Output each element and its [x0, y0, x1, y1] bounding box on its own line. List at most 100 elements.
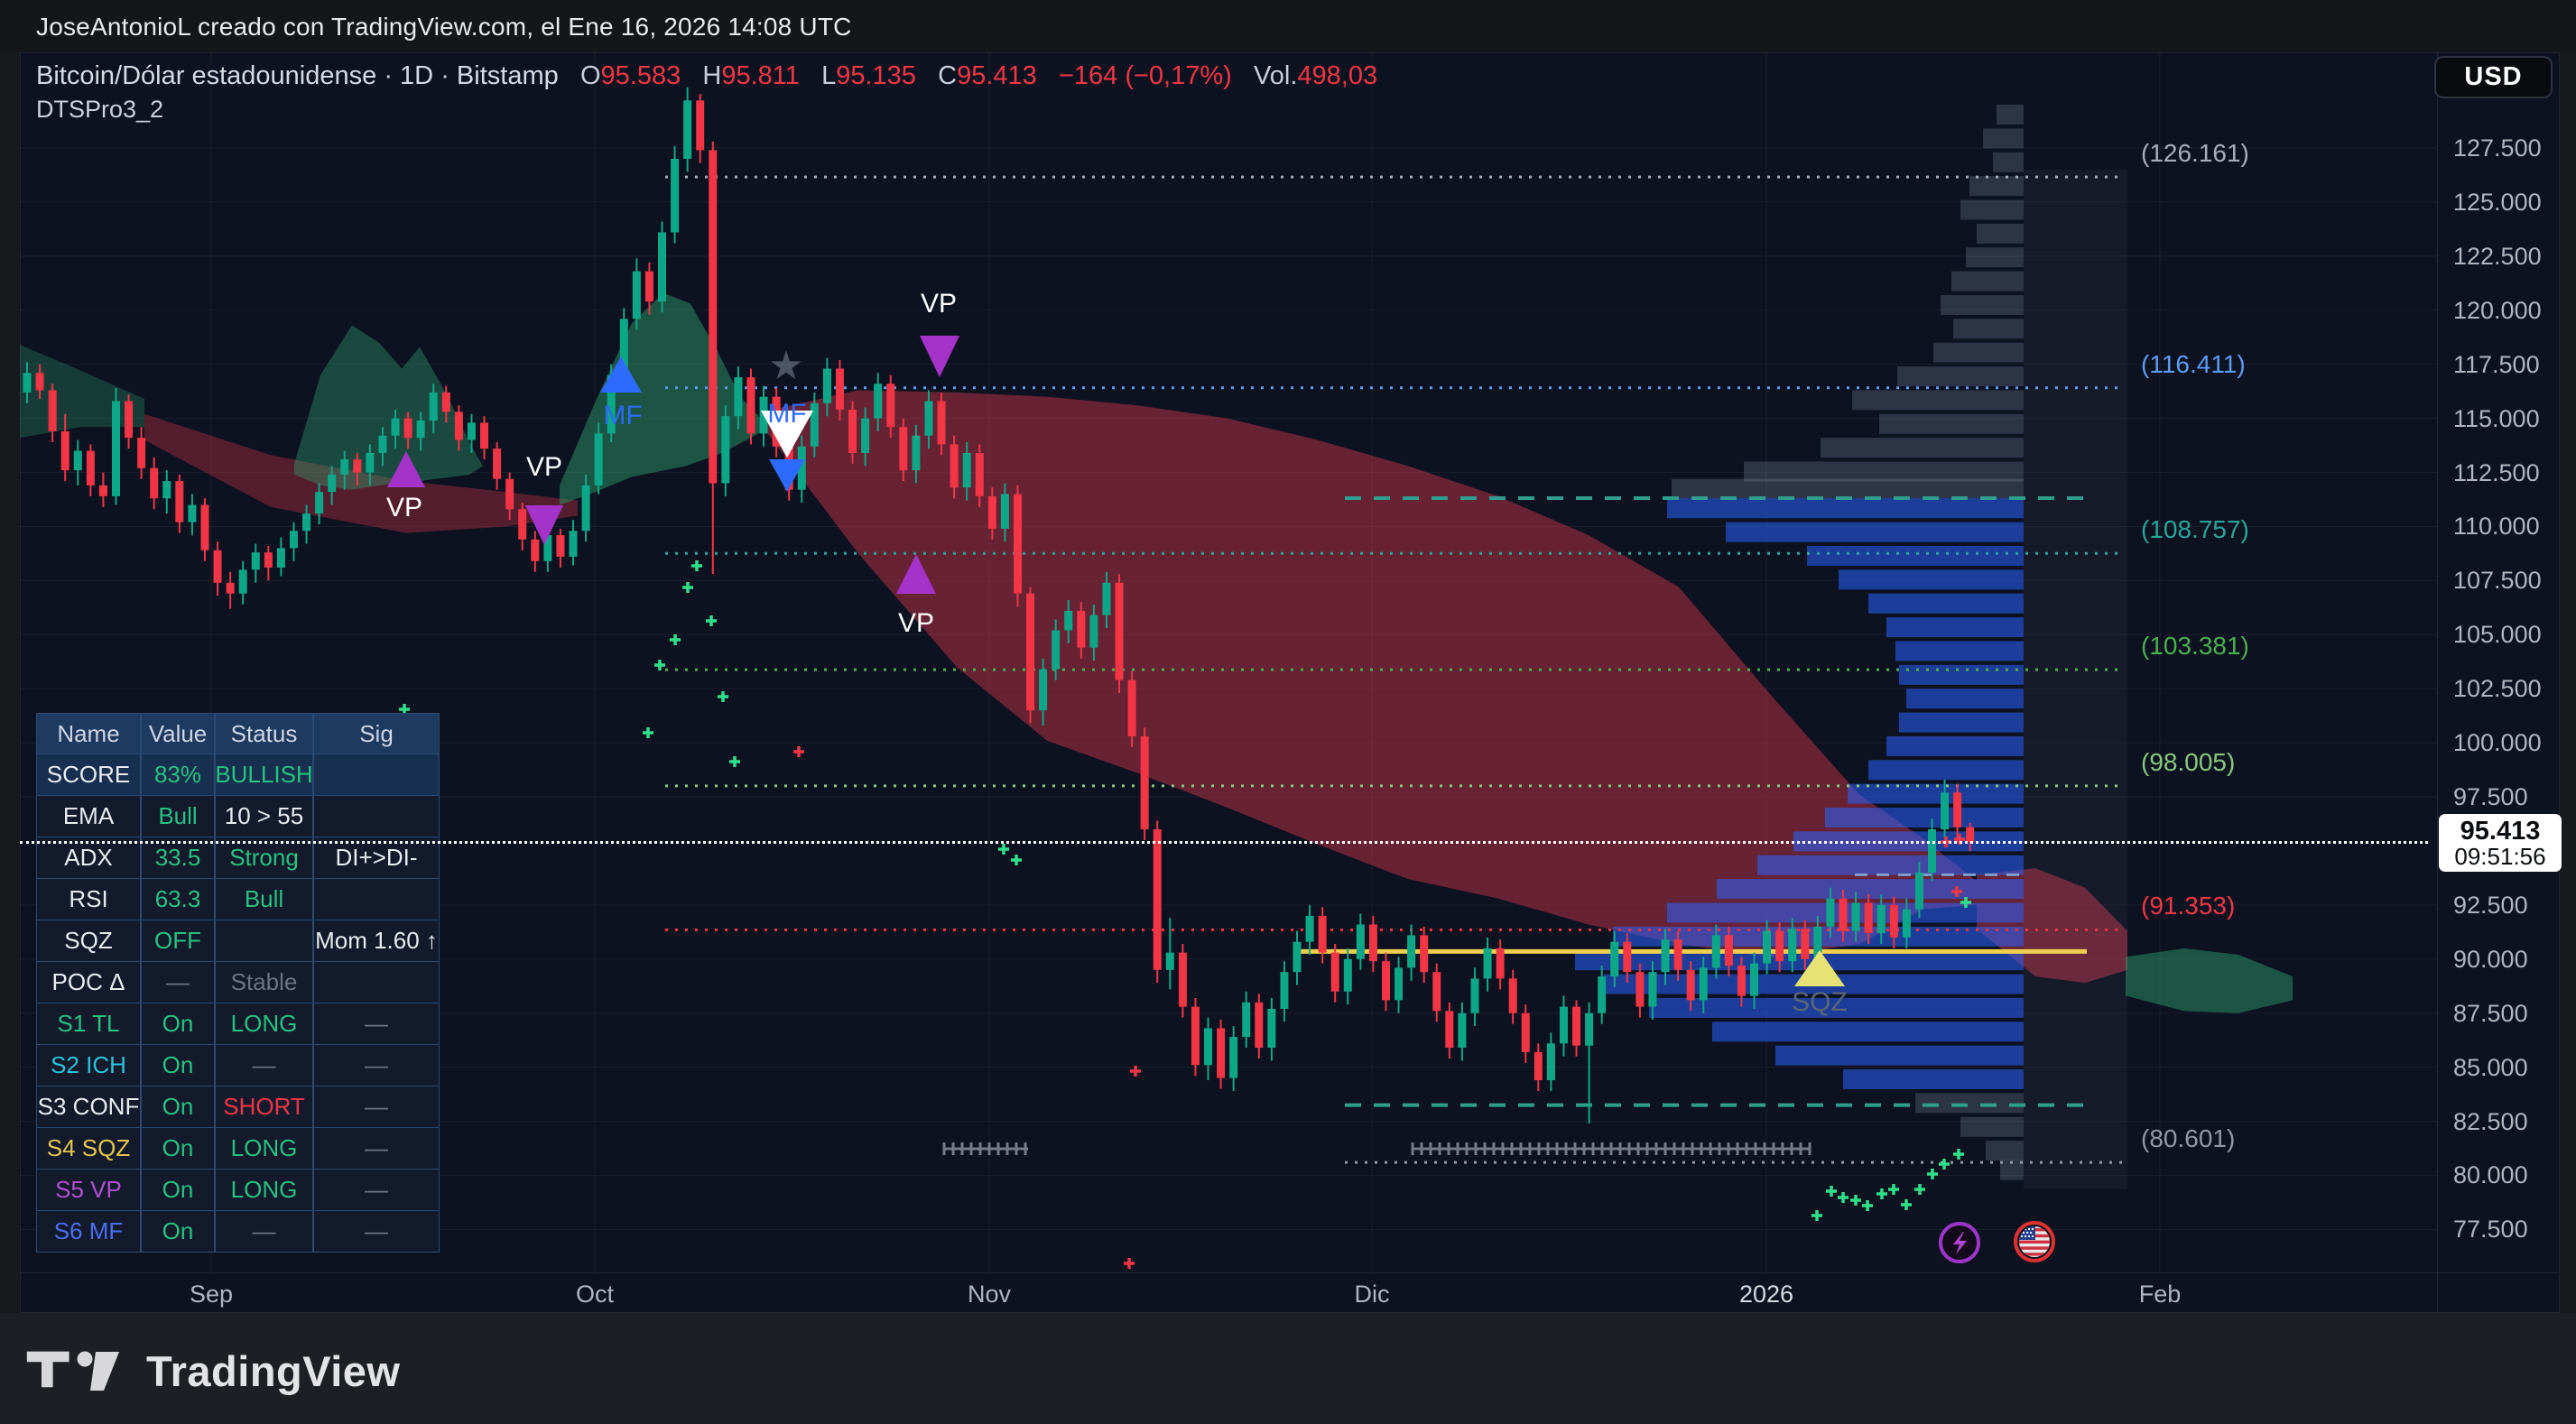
symbol-legend: Bitcoin/Dólar estadounidense · 1D · Bits…: [36, 61, 1377, 91]
table-cell: On: [141, 1128, 215, 1170]
table-row: S1 TL On LONG —: [36, 1003, 440, 1045]
time-axis-label[interactable]: 2026: [1738, 1281, 1794, 1308]
level-price-label: (80.601): [2141, 1124, 2236, 1153]
table-row: ADX 33.5 Strong DI+>DI-: [36, 837, 440, 879]
price-axis-label[interactable]: 80.000: [2453, 1161, 2528, 1189]
table-cell: BULLISH: [215, 754, 313, 796]
table-cell: LONG: [215, 1170, 313, 1211]
time-axis-separator: [20, 1272, 2560, 1273]
table-row: SQZ OFF Mom 1.60 ↑: [36, 920, 440, 962]
time-axis-label[interactable]: Dic: [1354, 1281, 1390, 1308]
tradingview-logo-text: TradingView: [146, 1347, 401, 1395]
level-price-label: (103.381): [2141, 632, 2249, 661]
level-price-label: (98.005): [2141, 747, 2236, 776]
high-label: H: [702, 61, 722, 90]
time-axis-label[interactable]: Sep: [189, 1281, 234, 1308]
level-price-label: (108.757): [2141, 515, 2249, 544]
interval-label[interactable]: 1D: [400, 61, 434, 90]
price-axis-label[interactable]: 90.000: [2453, 945, 2528, 973]
attribution-bar: JoseAntonioL creado con TradingView.com,…: [0, 0, 2576, 52]
price-axis-label[interactable]: 92.500: [2453, 891, 2528, 919]
table-cell: SQZ: [36, 920, 141, 962]
table-cell: —: [215, 1045, 313, 1086]
table-row: S4 SQZ On LONG —: [36, 1128, 440, 1170]
price-axis-label[interactable]: 87.500: [2453, 999, 2528, 1027]
table-cell: —: [313, 1170, 440, 1211]
table-cell: LONG: [215, 1003, 313, 1045]
current-price-line: [20, 841, 2428, 845]
flag-button[interactable]: [2012, 1219, 2057, 1264]
time-axis-label[interactable]: Nov: [967, 1281, 1011, 1308]
currency-toggle-button[interactable]: USD: [2434, 56, 2553, 98]
price-axis-label[interactable]: 77.500: [2453, 1216, 2528, 1244]
price-axis-separator: [2437, 52, 2438, 1313]
table-cell: POC Δ: [36, 962, 141, 1003]
price-axis-label[interactable]: 82.500: [2453, 1107, 2528, 1135]
indicator-legend[interactable]: DTSPro3_2: [36, 96, 164, 123]
table-cell: S4 SQZ: [36, 1128, 141, 1170]
table-header-cell: Sig: [313, 713, 440, 754]
table-cell: 33.5: [141, 837, 215, 879]
table-cell: S5 VP: [36, 1170, 141, 1211]
price-axis-label[interactable]: 97.500: [2453, 783, 2528, 811]
table-header-cell: Value: [141, 713, 215, 754]
table-cell: ADX: [36, 837, 141, 879]
open-value: 95.583: [600, 61, 681, 90]
price-axis-label[interactable]: 115.000: [2453, 404, 2540, 432]
table-cell: —: [313, 1045, 440, 1086]
price-axis-label[interactable]: 110.000: [2453, 513, 2540, 541]
table-cell: On: [141, 1170, 215, 1211]
table-cell: —: [215, 1211, 313, 1253]
us-flag-icon: [2019, 1226, 2050, 1257]
price-axis-label[interactable]: 107.500: [2453, 567, 2542, 595]
close-label: C: [938, 61, 958, 90]
table-cell: 63.3: [141, 879, 215, 920]
table-header-row: Name Value Status Sig: [36, 713, 440, 754]
legend-separator: ·: [384, 61, 393, 90]
table-cell: —: [141, 962, 215, 1003]
price-axis-label[interactable]: 127.500: [2453, 134, 2542, 162]
close-value: 95.413: [957, 61, 1037, 90]
table-cell: S6 MF: [36, 1211, 141, 1253]
price-axis-label[interactable]: 125.000: [2453, 188, 2542, 216]
table-row: EMA Bull 10 > 55: [36, 796, 440, 837]
table-row: S5 VP On LONG —: [36, 1170, 440, 1211]
price-axis-label[interactable]: 117.500: [2453, 350, 2540, 378]
symbol-title[interactable]: Bitcoin/Dólar estadounidense: [36, 61, 377, 90]
table-cell: Stable: [215, 962, 313, 1003]
volume-label: Vol.: [1254, 61, 1298, 90]
lightning-icon: [1953, 1232, 1967, 1254]
exchange-label[interactable]: Bitstamp: [456, 61, 559, 90]
level-price-label: (126.161): [2141, 139, 2249, 168]
table-cell: —: [313, 1003, 440, 1045]
price-axis-label[interactable]: 105.000: [2453, 621, 2542, 649]
bar-countdown: 09:51:56: [2454, 843, 2546, 871]
table-row: S2 ICH On — —: [36, 1045, 440, 1086]
table-row: POC Δ — Stable: [36, 962, 440, 1003]
low-value: 95.135: [836, 61, 916, 90]
table-cell: —: [313, 1086, 440, 1128]
price-axis-label[interactable]: 100.000: [2453, 729, 2542, 757]
level-price-label: (91.353): [2141, 892, 2236, 920]
price-axis-label[interactable]: 120.000: [2453, 296, 2542, 324]
table-row: S3 CONF On SHORT —: [36, 1086, 440, 1128]
table-cell: SCORE: [36, 754, 141, 796]
table-header-cell: Status: [215, 713, 313, 754]
attribution-text: JoseAntonioL creado con TradingView.com,…: [36, 13, 852, 41]
price-axis-label[interactable]: 85.000: [2453, 1053, 2528, 1081]
price-axis-label[interactable]: 112.500: [2453, 458, 2540, 486]
price-axis-label[interactable]: 122.500: [2453, 242, 2542, 270]
table-cell: Strong: [215, 837, 313, 879]
table-header-cell: Name: [36, 713, 141, 754]
time-axis-label[interactable]: Oct: [575, 1281, 614, 1308]
signals-table: Name Value Status Sig SCORE 83% BULLISH EMA Bull…: [36, 713, 440, 1253]
boost-button[interactable]: [1937, 1220, 1982, 1265]
price-axis-label[interactable]: 102.500: [2453, 675, 2542, 703]
table-cell: S1 TL: [36, 1003, 141, 1045]
table-cell: 83%: [141, 754, 215, 796]
tradingview-logo[interactable]: TradingView: [25, 1346, 401, 1396]
table-cell: EMA: [36, 796, 141, 837]
time-axis-label[interactable]: Feb: [2138, 1281, 2182, 1308]
table-cell: Bull: [141, 796, 215, 837]
table-cell: S2 ICH: [36, 1045, 141, 1086]
